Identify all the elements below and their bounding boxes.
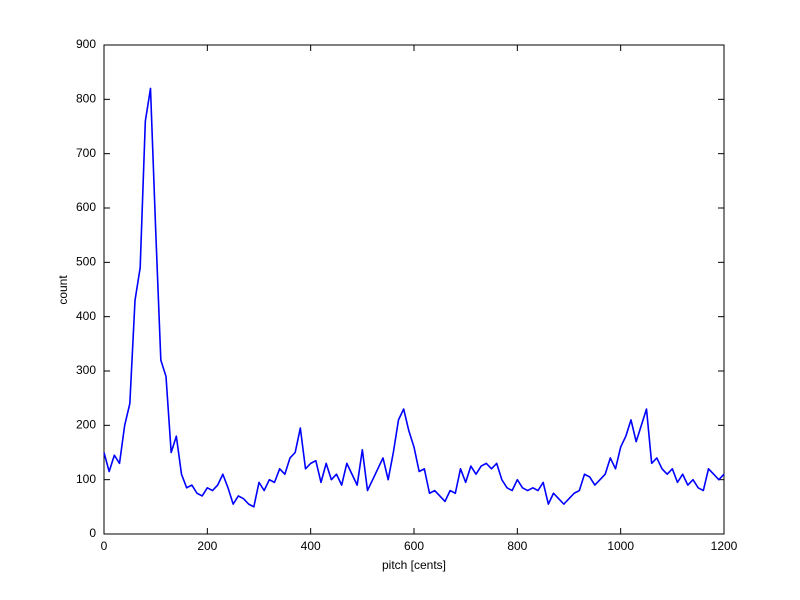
y-tick-label: 500 — [76, 255, 96, 269]
y-tick-label: 400 — [76, 309, 96, 323]
x-tick-label: 200 — [197, 539, 217, 553]
y-axis-label: count — [56, 275, 70, 305]
x-tick-label: 0 — [101, 539, 108, 553]
y-tick-label: 900 — [76, 37, 96, 51]
y-tick-label: 300 — [76, 363, 96, 377]
plot-frame — [103, 44, 725, 535]
y-tick-label: 800 — [76, 92, 96, 106]
x-tick-label: 800 — [507, 539, 527, 553]
y-tick-label: 0 — [89, 526, 96, 540]
y-tick-label: 700 — [76, 146, 96, 160]
y-tick-label: 100 — [76, 472, 96, 486]
data-line — [103, 87, 725, 508]
x-tick-label: 1200 — [711, 539, 738, 553]
x-axis-label: pitch [cents] — [382, 558, 446, 572]
x-tick-label: 400 — [301, 539, 321, 553]
y-tick-label: 600 — [76, 200, 96, 214]
x-tick-label: 1000 — [607, 539, 634, 553]
y-tick-label: 200 — [76, 418, 96, 432]
x-tick-label: 600 — [404, 539, 424, 553]
